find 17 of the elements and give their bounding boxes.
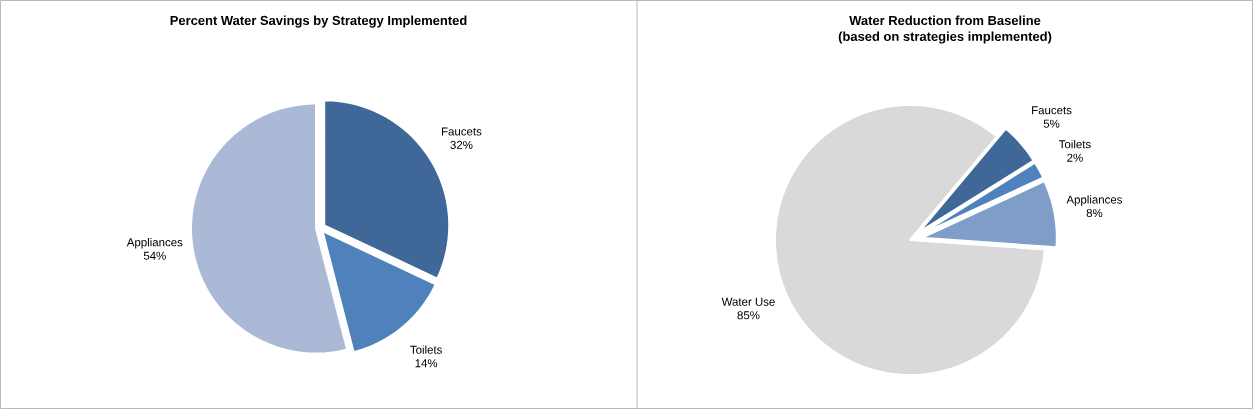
- data-label: 85%: [737, 311, 760, 320]
- data-label: 5%: [1043, 119, 1060, 128]
- chart-title: Percent Water Savings by Strategy Implemented: [170, 15, 467, 28]
- data-label: 2%: [1067, 153, 1083, 162]
- slice-label: Toilets: [1058, 139, 1091, 149]
- slice-label: Toilets: [410, 345, 442, 354]
- chart-title: Water Reduction from Baseline: [849, 15, 1041, 26]
- slice-label: Appliances: [126, 237, 183, 249]
- data-label: 32%: [450, 140, 473, 149]
- slice-label: Appliances: [1066, 195, 1123, 206]
- slice-label: Water Use: [721, 297, 775, 306]
- slice-label: Faucets: [441, 127, 482, 136]
- slice-label: Faucets: [1032, 106, 1072, 115]
- data-label: 54%: [143, 251, 166, 260]
- data-label: 8%: [1086, 208, 1103, 218]
- data-label: 14%: [415, 359, 438, 368]
- chart-subtitle: (based on strategies implemented): [838, 31, 1052, 44]
